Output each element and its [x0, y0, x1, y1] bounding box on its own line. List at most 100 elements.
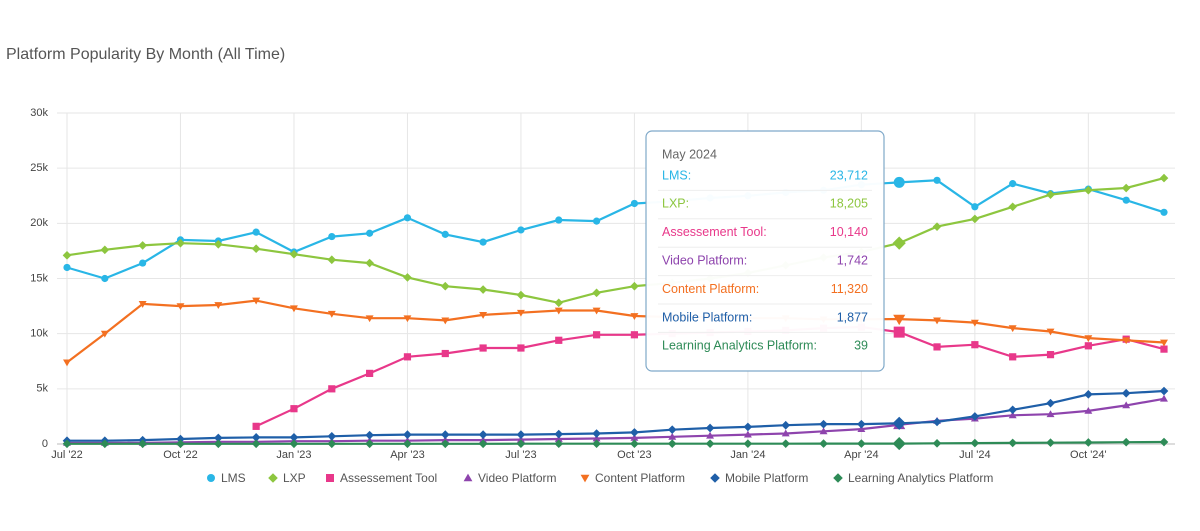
data-point	[1122, 196, 1130, 204]
data-point	[516, 290, 526, 300]
y-tick-label: 20k	[30, 217, 48, 229]
data-point	[479, 238, 487, 246]
data-point	[592, 288, 601, 298]
data-point	[706, 431, 715, 439]
data-point	[1084, 390, 1093, 399]
tooltip-title: May 2024	[662, 147, 717, 161]
data-point	[366, 369, 374, 377]
data-point	[1121, 437, 1131, 447]
data-point	[328, 385, 336, 393]
data-point	[516, 439, 526, 449]
data-point	[1046, 190, 1055, 199]
data-point	[1008, 411, 1017, 419]
data-point	[479, 344, 487, 352]
data-point	[365, 315, 374, 323]
tooltip-box	[645, 130, 885, 372]
legend-marker	[326, 474, 334, 482]
data-point	[781, 420, 791, 430]
data-point	[630, 331, 639, 339]
data-point	[1046, 410, 1055, 418]
data-point	[592, 307, 601, 315]
data-point	[743, 430, 752, 438]
series-line	[67, 440, 1165, 445]
data-point	[705, 423, 715, 433]
tooltip-label: Mobile Platform:	[662, 310, 752, 324]
data-point	[517, 226, 525, 234]
data-point	[365, 258, 374, 268]
data-point	[970, 412, 980, 421]
x-tick-label: Oct '23	[617, 449, 652, 461]
data-point	[327, 439, 337, 449]
data-point	[592, 429, 601, 438]
data-point	[893, 314, 906, 326]
series-line	[67, 397, 1165, 444]
data-point	[403, 439, 412, 449]
y-tick-label: 10k	[30, 328, 48, 340]
data-point	[138, 439, 147, 449]
data-point	[100, 245, 110, 255]
data-point	[138, 241, 147, 250]
data-point	[139, 259, 147, 267]
data-point	[1122, 337, 1131, 345]
data-point	[440, 430, 450, 439]
data-point	[819, 419, 828, 429]
x-tick-label: Oct '22	[163, 449, 198, 461]
data-point	[440, 281, 450, 291]
data-point	[441, 349, 449, 358]
tooltip-value: 23,712	[830, 168, 868, 182]
legend-marker	[207, 474, 215, 482]
data-point	[630, 281, 639, 291]
data-point	[592, 217, 601, 225]
data-point	[554, 307, 563, 315]
data-point	[857, 425, 866, 432]
legend-label: Content Platform	[595, 471, 685, 485]
series-line	[66, 299, 1165, 364]
data-point	[328, 232, 336, 241]
data-point	[554, 435, 563, 442]
data-point	[403, 430, 412, 439]
data-point	[1084, 185, 1093, 195]
data-point	[743, 439, 753, 448]
data-point	[441, 230, 449, 238]
data-point	[176, 439, 185, 449]
data-point	[819, 427, 828, 435]
data-point	[819, 439, 828, 448]
tooltip-label: LMS:	[662, 168, 691, 182]
data-point	[62, 439, 72, 449]
data-point	[555, 216, 563, 224]
data-point	[1121, 183, 1131, 193]
data-point	[327, 431, 337, 441]
legend-label: LXP	[283, 471, 306, 485]
x-tick-label: Jul '24	[959, 449, 990, 461]
data-point	[1046, 328, 1055, 336]
data-point	[1159, 386, 1169, 396]
data-point	[1008, 202, 1018, 212]
data-point	[892, 236, 906, 250]
data-point	[781, 429, 790, 437]
data-point	[62, 251, 72, 260]
data-point	[971, 341, 979, 349]
data-point	[1084, 406, 1093, 414]
data-point	[1159, 437, 1169, 447]
data-point	[252, 297, 261, 305]
x-tick-label: Jan '23	[276, 449, 311, 461]
data-point	[892, 436, 906, 451]
data-point	[213, 433, 223, 443]
data-point	[1160, 208, 1168, 216]
legend-marker	[833, 473, 843, 483]
data-point	[667, 439, 677, 448]
legend-marker	[463, 473, 473, 482]
series-line	[66, 177, 1165, 304]
data-point	[251, 433, 261, 442]
data-point	[213, 239, 223, 249]
data-point	[667, 425, 677, 434]
data-point	[290, 405, 298, 413]
x-tick-label: Oct '24'	[1070, 449, 1107, 461]
data-point	[1008, 438, 1018, 448]
data-point	[932, 439, 942, 448]
data-point	[630, 313, 639, 320]
data-point	[592, 331, 601, 339]
data-point	[441, 317, 450, 325]
data-point	[176, 434, 185, 444]
